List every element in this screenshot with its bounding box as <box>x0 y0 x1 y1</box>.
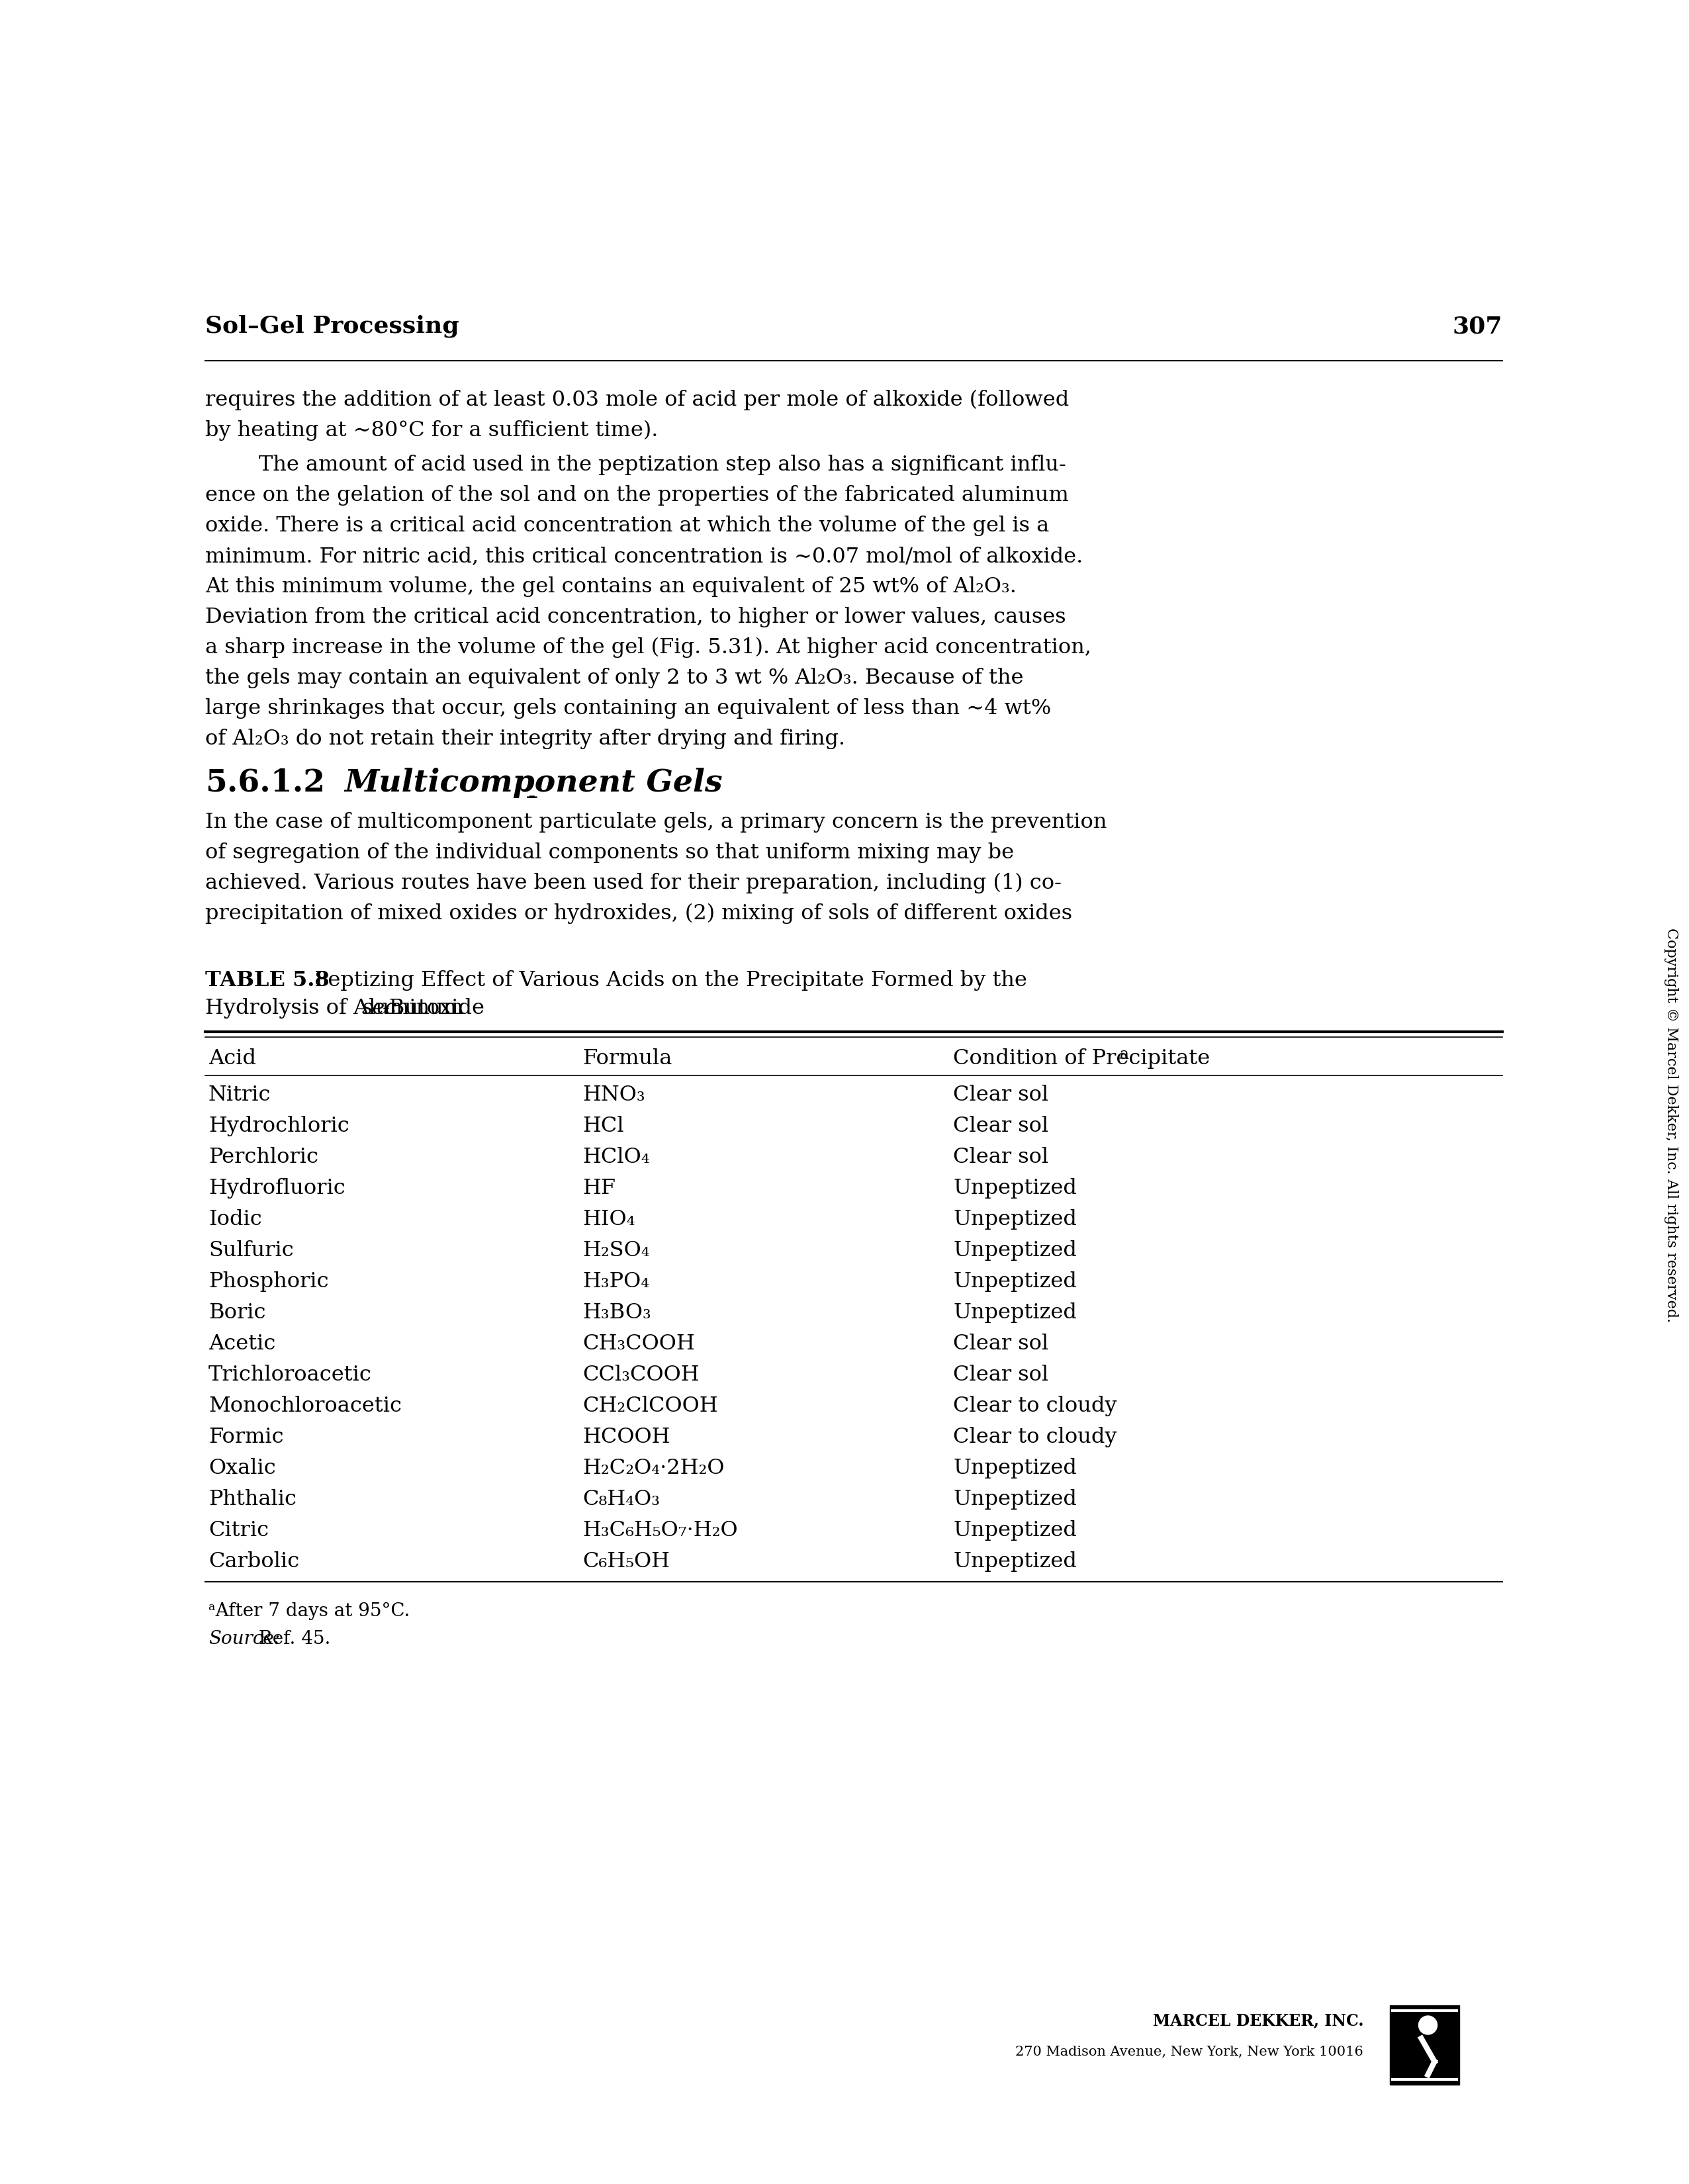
Text: oxide. There is a critical acid concentration at which the volume of the gel is : oxide. There is a critical acid concentr… <box>204 515 1049 535</box>
Text: Clear sol: Clear sol <box>953 1085 1049 1105</box>
Text: a: a <box>1120 1046 1128 1061</box>
Text: Iodic: Iodic <box>208 1210 262 1230</box>
Text: Multicomponent Gels: Multicomponent Gels <box>345 769 723 797</box>
Text: achieved. Various routes have been used for their preparation, including (1) co-: achieved. Various routes have been used … <box>204 874 1061 893</box>
Text: Hydrofluoric: Hydrofluoric <box>208 1177 345 1199</box>
Text: Ref. 45.: Ref. 45. <box>252 1629 329 1649</box>
Text: large shrinkages that occur, gels containing an equivalent of less than ∼4 wt%: large shrinkages that occur, gels contai… <box>204 699 1051 719</box>
Text: Sol–Gel Processing: Sol–Gel Processing <box>204 314 459 339</box>
Text: CH₃COOH: CH₃COOH <box>583 1334 694 1354</box>
Text: Clear to cloudy: Clear to cloudy <box>953 1426 1116 1448</box>
Text: HF: HF <box>583 1177 615 1199</box>
Text: by heating at ∼80°C for a sufficient time).: by heating at ∼80°C for a sufficient tim… <box>204 419 659 441</box>
Text: H₃C₆H₅O₇·H₂O: H₃C₆H₅O₇·H₂O <box>583 1520 738 1540</box>
Text: ᵃAfter 7 days at 95°C.: ᵃAfter 7 days at 95°C. <box>208 1603 410 1621</box>
Text: Formula: Formula <box>583 1048 672 1068</box>
Text: H₃PO₄: H₃PO₄ <box>583 1271 649 1293</box>
Text: sec: sec <box>361 998 397 1018</box>
Text: Clear sol: Clear sol <box>953 1116 1049 1136</box>
Text: Deviation from the critical acid concentration, to higher or lower values, cause: Deviation from the critical acid concent… <box>204 607 1066 627</box>
Text: Clear sol: Clear sol <box>953 1365 1049 1385</box>
Text: Clear sol: Clear sol <box>953 1334 1049 1354</box>
Text: Unpeptized: Unpeptized <box>953 1459 1076 1479</box>
Text: Unpeptized: Unpeptized <box>953 1271 1076 1293</box>
Text: Source:: Source: <box>208 1629 280 1649</box>
Text: the gels may contain an equivalent of only 2 to 3 wt % Al₂O₃. Because of the: the gels may contain an equivalent of on… <box>204 668 1024 688</box>
Text: 5.6.1.2   Multicomponent Gels: 5.6.1.2 Multicomponent Gels <box>204 769 735 797</box>
Text: Formic: Formic <box>208 1426 284 1448</box>
Text: Unpeptized: Unpeptized <box>953 1177 1076 1199</box>
Text: minimum. For nitric acid, this critical concentration is ∼0.07 mol/mol of alkoxi: minimum. For nitric acid, this critical … <box>204 546 1083 566</box>
Text: HNO₃: HNO₃ <box>583 1085 645 1105</box>
Text: 270 Madison Avenue, New York, New York 10016: 270 Madison Avenue, New York, New York 1… <box>1015 2046 1363 2057</box>
Text: Unpeptized: Unpeptized <box>953 1241 1076 1260</box>
Text: 307: 307 <box>1453 314 1502 339</box>
Text: Unpeptized: Unpeptized <box>953 1551 1076 1572</box>
Text: C₈H₄O₃: C₈H₄O₃ <box>583 1489 660 1509</box>
Text: Monochloroacetic: Monochloroacetic <box>208 1396 402 1415</box>
Text: H₃BO₃: H₃BO₃ <box>583 1302 650 1324</box>
Text: 5.6.1.2: 5.6.1.2 <box>204 769 324 797</box>
Text: Condition of Precipitate: Condition of Precipitate <box>953 1048 1209 1068</box>
Text: HCl: HCl <box>583 1116 623 1136</box>
Text: Hydrolysis of Aluminum: Hydrolysis of Aluminum <box>204 998 470 1018</box>
Text: Acid: Acid <box>208 1048 257 1068</box>
Text: a sharp increase in the volume of the gel (Fig. 5.31). At higher acid concentrat: a sharp increase in the volume of the ge… <box>204 638 1091 657</box>
Text: Oxalic: Oxalic <box>208 1459 275 1479</box>
Text: MARCEL DEKKER, INC.: MARCEL DEKKER, INC. <box>1152 2014 1363 2029</box>
Text: Nitric: Nitric <box>208 1085 270 1105</box>
Text: HClO₄: HClO₄ <box>583 1147 650 1168</box>
Text: of segregation of the individual components so that uniform mixing may be: of segregation of the individual compone… <box>204 843 1013 863</box>
Text: Phosphoric: Phosphoric <box>208 1271 329 1293</box>
Text: Unpeptized: Unpeptized <box>953 1210 1076 1230</box>
Text: H₂SO₄: H₂SO₄ <box>583 1241 650 1260</box>
Text: Trichloroacetic: Trichloroacetic <box>208 1365 372 1385</box>
Text: Unpeptized: Unpeptized <box>953 1520 1076 1540</box>
Text: Unpeptized: Unpeptized <box>953 1302 1076 1324</box>
Bar <box>1390 2005 1459 2086</box>
Text: Carbolic: Carbolic <box>208 1551 299 1572</box>
Text: Multicomponent Gels: Multicomponent Gels <box>307 769 686 797</box>
Circle shape <box>1419 2016 1437 2035</box>
Text: H₂C₂O₄·2H₂O: H₂C₂O₄·2H₂O <box>583 1459 725 1479</box>
Text: Phthalic: Phthalic <box>208 1489 297 1509</box>
Text: HIO₄: HIO₄ <box>583 1210 635 1230</box>
Text: Clear sol: Clear sol <box>953 1147 1049 1168</box>
Text: Peptizing Effect of Various Acids on the Precipitate Formed by the: Peptizing Effect of Various Acids on the… <box>301 970 1027 992</box>
Text: Acetic: Acetic <box>208 1334 275 1354</box>
Text: Sulfuric: Sulfuric <box>208 1241 294 1260</box>
Text: Clear to cloudy: Clear to cloudy <box>953 1396 1116 1415</box>
Text: At this minimum volume, the gel contains an equivalent of 25 wt% of Al₂O₃.: At this minimum volume, the gel contains… <box>204 577 1017 596</box>
Text: C₆H₅OH: C₆H₅OH <box>583 1551 671 1572</box>
Text: HCOOH: HCOOH <box>583 1426 671 1448</box>
Text: CH₂ClCOOH: CH₂ClCOOH <box>583 1396 718 1415</box>
Text: ence on the gelation of the sol and on the properties of the fabricated aluminum: ence on the gelation of the sol and on t… <box>204 485 1069 507</box>
Text: Unpeptized: Unpeptized <box>953 1489 1076 1509</box>
Text: Boric: Boric <box>208 1302 265 1324</box>
Text: precipitation of mixed oxides or hydroxides, (2) mixing of sols of different oxi: precipitation of mixed oxides or hydroxi… <box>204 904 1073 924</box>
Text: TABLE 5.8: TABLE 5.8 <box>204 970 329 992</box>
Text: In the case of multicomponent particulate gels, a primary concern is the prevent: In the case of multicomponent particulat… <box>204 812 1106 832</box>
Text: -Butoxide: -Butoxide <box>382 998 485 1018</box>
Text: CCl₃COOH: CCl₃COOH <box>583 1365 699 1385</box>
Text: requires the addition of at least 0.03 mole of acid per mole of alkoxide (follow: requires the addition of at least 0.03 m… <box>204 389 1069 411</box>
Text: of Al₂O₃ do not retain their integrity after drying and firing.: of Al₂O₃ do not retain their integrity a… <box>204 729 844 749</box>
Text: The amount of acid used in the peptization step also has a significant influ-: The amount of acid used in the peptizati… <box>204 454 1066 476</box>
Text: Hydrochloric: Hydrochloric <box>208 1116 350 1136</box>
Text: Citric: Citric <box>208 1520 269 1540</box>
Text: Copyright © Marcel Dekker, Inc. All rights reserved.: Copyright © Marcel Dekker, Inc. All righ… <box>1664 928 1679 1321</box>
Text: Perchloric: Perchloric <box>208 1147 318 1168</box>
